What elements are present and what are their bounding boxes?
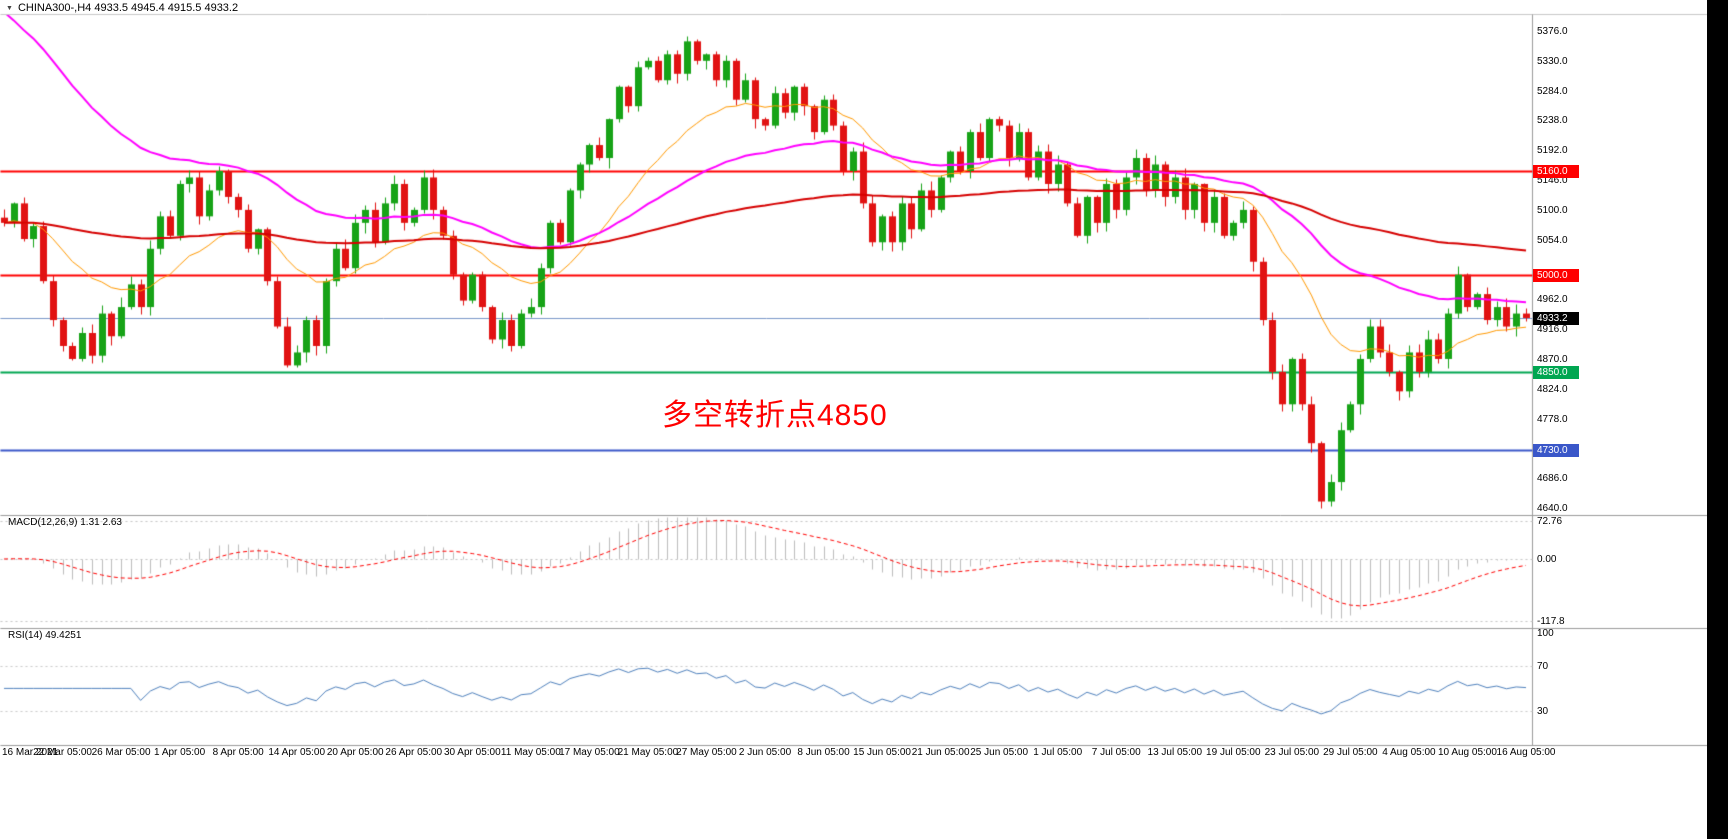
y-axis-tick-label: 4824.0 [1537, 383, 1568, 395]
y-axis-tick-label: 5284.0 [1537, 85, 1568, 97]
time-axis-label: 2 Jun 05:00 [738, 747, 792, 758]
macd-axis-label: -117.8 [1537, 615, 1565, 627]
time-axis-label: 17 May 05:00 [559, 747, 620, 758]
time-axis-label: 7 Jul 05:00 [1091, 747, 1141, 758]
y-axis-tick-label: 4870.0 [1537, 353, 1568, 365]
time-axis-label: 13 Jul 05:00 [1147, 747, 1203, 758]
y-axis-tick-label: 5100.0 [1537, 204, 1568, 216]
time-axis-label: 11 May 05:00 [500, 747, 561, 758]
rsi-axis-label: 100 [1537, 628, 1554, 639]
time-axis-label: 27 May 05:00 [676, 747, 737, 758]
rsi-axis-label: 70 [1537, 661, 1549, 673]
time-axis-label: 16 Mar 2021 [2, 747, 59, 758]
time-axis-label: 21 May 05:00 [617, 747, 679, 758]
time-axis-label: 16 Aug 05:00 [1496, 747, 1556, 758]
macd-axis-label: 72.76 [1537, 516, 1563, 527]
time-axis-label: 22 Mar 05:00 [33, 747, 92, 758]
time-axis-label: 4 Aug 05:00 [1382, 747, 1436, 758]
time-axis-label: 30 Apr 05:00 [443, 747, 501, 758]
time-axis-label: 8 Apr 05:00 [212, 747, 264, 758]
time-axis-label: 1 Apr 05:00 [154, 747, 206, 758]
rsi-axis-label: 30 [1537, 705, 1549, 717]
current-price-badge: 4933.2 [1533, 311, 1579, 325]
chart-annotation-text: 多空转折点4850 [662, 399, 888, 432]
time-axis-label: 14 Apr 05:00 [268, 747, 326, 758]
time-axis-label: 1 Jul 05:00 [1033, 747, 1083, 758]
time-axis-label: 21 Jun 05:00 [911, 747, 970, 758]
y-axis-tick-label: 5238.0 [1537, 115, 1568, 127]
y-axis-tick-label: 4778.0 [1537, 413, 1568, 425]
price-level-badge: 4850.0 [1533, 365, 1579, 379]
time-axis-label: 26 Apr 05:00 [385, 747, 443, 758]
time-axis-label: 20 Apr 05:00 [326, 747, 384, 758]
time-axis-label: 8 Jun 05:00 [797, 747, 850, 758]
time-axis-label: 25 Jun 05:00 [970, 747, 1029, 758]
chart-header: ▼ CHINA300-,H4 4933.5 4945.4 4915.5 4933… [6, 2, 238, 14]
rsi-indicator-label: RSI(14) 49.4251 [8, 630, 82, 641]
y-axis-tick-label: 5330.0 [1537, 55, 1568, 67]
y-axis-tick-label: 4640.0 [1537, 503, 1568, 514]
macd-indicator-label: MACD(12,26,9) 1.31 2.63 [8, 517, 122, 528]
price-level-badge: 4730.0 [1533, 443, 1579, 457]
y-axis-tick-label: 4686.0 [1537, 473, 1568, 485]
price-level-badge: 5000.0 [1533, 268, 1579, 282]
y-axis-tick-label: 5054.0 [1537, 234, 1568, 246]
symbol-dropdown-icon[interactable]: ▼ [6, 4, 13, 12]
window-right-edge [1707, 0, 1728, 839]
y-axis-tick-label: 5192.0 [1537, 145, 1568, 157]
time-axis-label: 23 Jul 05:00 [1264, 747, 1320, 758]
time-axis-label: 29 Jul 05:00 [1323, 747, 1378, 758]
time-axis-label: 15 Jun 05:00 [853, 747, 911, 758]
symbol-ohlc-text: CHINA300-,H4 4933.5 4945.4 4915.5 4933.2 [17, 2, 239, 14]
macd-axis-label: 0.00 [1537, 554, 1557, 565]
time-axis-label: 19 Jul 05:00 [1206, 747, 1261, 758]
time-axis-label: 26 Mar 05:00 [91, 747, 151, 758]
y-axis-tick-label: 5376.0 [1537, 26, 1568, 37]
y-axis-tick-label: 5146.0 [1537, 175, 1568, 187]
y-axis-tick-label: 4962.0 [1537, 294, 1568, 306]
time-axis-label: 10 Aug 05:00 [1437, 747, 1497, 758]
price-level-badge: 5160.0 [1533, 164, 1579, 178]
y-axis-tick-label: 4916.0 [1537, 324, 1568, 336]
